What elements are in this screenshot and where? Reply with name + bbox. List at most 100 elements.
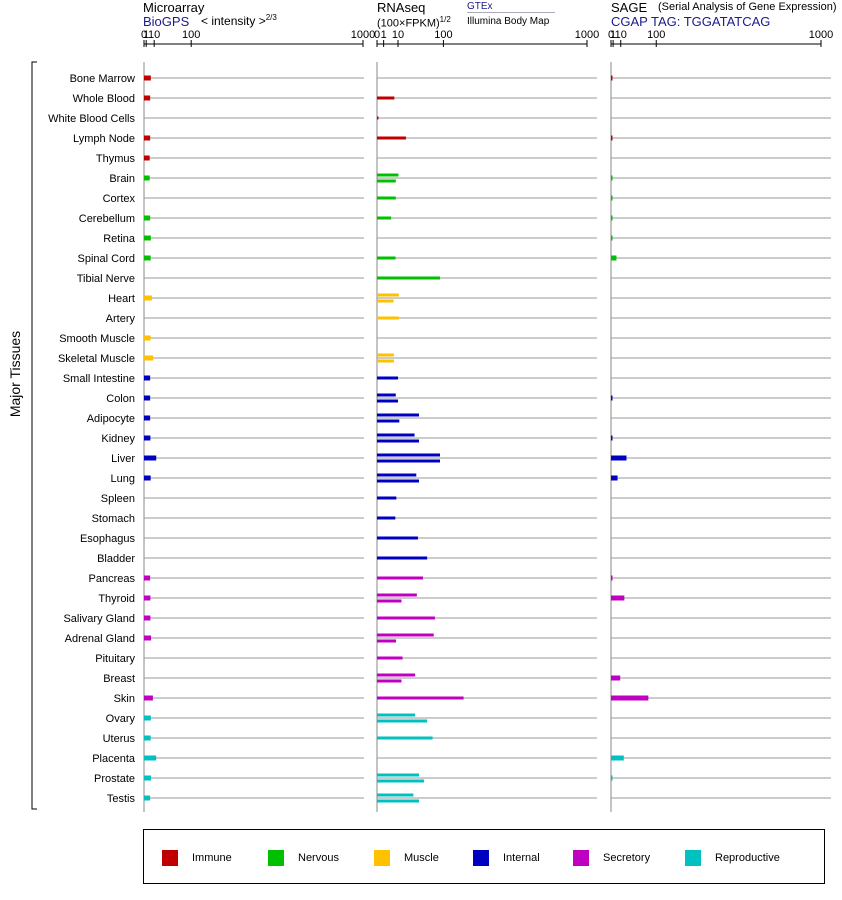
rnaseq-gtex-bar: [377, 276, 440, 280]
legend-label: Secretory: [603, 852, 651, 864]
tissue-label: Spleen: [101, 493, 135, 505]
legend-label: Reproductive: [715, 852, 780, 864]
tissue-label: Cortex: [103, 193, 136, 205]
rnaseq-gtex-bar: [377, 473, 417, 477]
legend-swatch: [268, 850, 284, 866]
tissue-label: Small Intestine: [63, 373, 135, 385]
microarray-bar: [144, 295, 152, 301]
sage-bar: [611, 215, 613, 221]
rnaseq-gtex-bar: [377, 556, 428, 560]
rnaseq-gtex-bar: [377, 293, 399, 297]
sage-bar: [611, 435, 613, 441]
legend-swatch: [162, 850, 178, 866]
legend-swatch: [473, 850, 489, 866]
microarray-bar: [144, 355, 154, 361]
rnaseq-gtex-bar: [377, 696, 464, 700]
sage-bar: [611, 675, 621, 681]
rnaseq-illumina-bar: [377, 459, 440, 463]
rnaseq-title: RNAseq: [377, 0, 426, 15]
rnaseq-gtex-bar: [377, 496, 397, 500]
legend-item-nervous: Nervous: [268, 850, 339, 866]
microarray-bar: [144, 215, 151, 221]
microarray-bar: [144, 235, 151, 241]
sage-title: SAGE: [611, 0, 648, 15]
tissue-label: Skeletal Muscle: [58, 353, 135, 365]
microarray-bar: [144, 755, 157, 761]
y-axis-label: Major Tissues: [7, 331, 23, 417]
rnaseq-illumina-bar: [377, 419, 400, 423]
rnaseq-gtex-bar: [377, 393, 396, 397]
sage-bar: [611, 755, 624, 761]
rnaseq-gtex-bar: [377, 316, 399, 320]
tissue-label: Whole Blood: [73, 93, 135, 105]
tissue-label: Lymph Node: [73, 133, 135, 145]
tissue-label: Retina: [103, 233, 136, 245]
legend-item-reproductive: Reproductive: [685, 850, 780, 866]
rnaseq-gtex-bar: [377, 773, 419, 777]
microarray-bar: [144, 795, 151, 801]
sage-bar: [611, 75, 613, 81]
rnaseq-illumina-bar: [377, 299, 394, 303]
rnaseq-unit-label: (100×FPKM)1/2: [377, 15, 451, 30]
sage-tick-label-10: 10: [615, 29, 627, 41]
rnaseq-illumina-bar: [377, 679, 402, 683]
sage-tick-label-0: 0: [608, 29, 614, 41]
legend-item-secretory: Secretory: [573, 850, 650, 866]
sage-bar: [611, 255, 617, 261]
rnaseq-illumina-bar: [377, 799, 419, 803]
rnaseq-gtex-bar: [377, 173, 399, 177]
rnaseq-tick-label-100: 100: [434, 29, 452, 41]
sage-tick-label-1: 1: [610, 29, 616, 41]
tissue-label: Stomach: [92, 513, 135, 525]
sage-tick-label-1000: 1000: [809, 29, 833, 41]
rnaseq-gtex-bar: [377, 116, 379, 120]
microarray-bar: [144, 135, 151, 141]
microarray-source-link[interactable]: BioGPS: [143, 14, 190, 29]
tissue-label: Colon: [106, 393, 135, 405]
sage-bar: [611, 455, 627, 461]
sage-bar: [611, 695, 649, 701]
rnaseq-gtex-bar: [377, 673, 416, 677]
microarray-title: Microarray: [143, 0, 205, 15]
gtex-link[interactable]: GTEx: [467, 1, 555, 13]
microarray-bar: [144, 375, 151, 381]
rnaseq-gtex-bar: [377, 793, 414, 797]
rnaseq-tick-label-10: 10: [392, 29, 404, 41]
sage-bar: [611, 235, 613, 241]
tissue-label: Smooth Muscle: [59, 333, 135, 345]
sage-bar: [611, 195, 613, 201]
microarray-tick-label-1000: 1000: [351, 29, 375, 41]
rnaseq-gtex-bar: [377, 256, 396, 260]
tissue-label: Liver: [111, 453, 135, 465]
tissue-label: Adipocyte: [87, 413, 135, 425]
sage-bar: [611, 175, 613, 181]
sage-bar: [611, 775, 613, 781]
legend-swatch: [374, 850, 390, 866]
tissue-label: Tibial Nerve: [77, 273, 135, 285]
microarray-bar: [144, 395, 151, 401]
legend-label: Nervous: [298, 852, 339, 864]
sage-tag-link[interactable]: CGAP TAG: TGGATATCAG: [611, 14, 771, 29]
microarray-bar: [144, 255, 151, 261]
microarray-bar: [144, 595, 151, 601]
rnaseq-illumina-bar: [377, 479, 419, 483]
rnaseq-illumina-bar: [377, 439, 419, 443]
microarray-bar: [144, 155, 150, 161]
rnaseq-illumina-bar: [377, 639, 397, 643]
rnaseq-gtex-bar: [377, 96, 395, 100]
sage-bar: [611, 575, 613, 581]
illumina-label: Illumina Body Map: [467, 16, 550, 27]
tissue-label: White Blood Cells: [48, 113, 135, 125]
rnaseq-illumina-bar: [377, 179, 396, 183]
microarray-tick-label-1: 1: [143, 29, 149, 41]
rnaseq-gtex-bar: [377, 433, 415, 437]
tissue-label: Bone Marrow: [70, 73, 135, 85]
sage-bar: [611, 595, 625, 601]
legend-label: Immune: [192, 852, 232, 864]
legend-item-immune: Immune: [162, 850, 232, 866]
microarray-bar: [144, 735, 151, 741]
rnaseq-illumina-bar: [377, 399, 398, 403]
tissue-label: Salivary Gland: [63, 613, 135, 625]
tissue-label: Prostate: [94, 773, 135, 785]
